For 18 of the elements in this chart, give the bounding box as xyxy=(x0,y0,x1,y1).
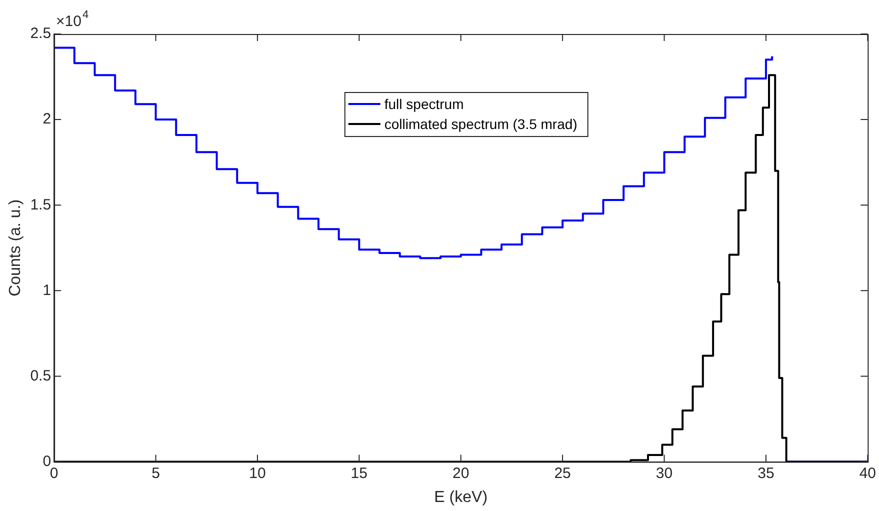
x-tick-label: 5 xyxy=(152,464,160,482)
x-tick-label: 25 xyxy=(554,464,571,482)
x-tick-label: 10 xyxy=(249,464,266,482)
x-tick-label: 15 xyxy=(350,464,368,482)
x-axis-title: E (keV) xyxy=(434,488,488,506)
x-tick-label: 30 xyxy=(656,464,673,482)
x-tick-label: 35 xyxy=(758,464,774,482)
y-axis-title: Counts (a. u.) xyxy=(7,199,24,296)
y-tick-label: 1.5 xyxy=(30,196,52,214)
y-tick-label: 1 xyxy=(42,282,52,299)
y-tick-label: 0 xyxy=(42,452,52,470)
y-tick-label: 2 xyxy=(42,110,52,128)
x-tick-label: 40 xyxy=(859,464,876,482)
legend-label: full spectrum xyxy=(384,96,464,112)
y-tick-label: 2.5 xyxy=(30,25,52,42)
x-tick-label: 20 xyxy=(452,464,470,482)
y-tick-label: 0.5 xyxy=(30,367,52,384)
legend-label: collimated spectrum (3.5 mrad) xyxy=(384,116,578,132)
